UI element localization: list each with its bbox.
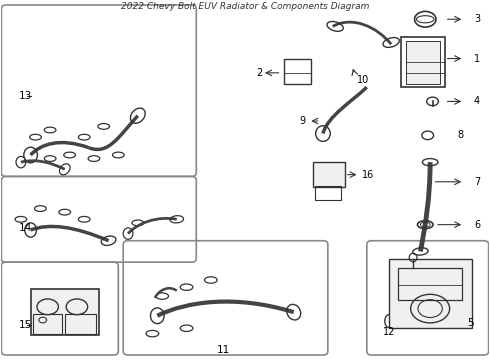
Text: 5: 5: [467, 318, 474, 328]
Text: 11: 11: [217, 345, 230, 355]
Text: 6: 6: [474, 220, 480, 230]
Bar: [30, 289, 99, 336]
Text: 2022 Chevy Bolt EUV Radiator & Components Diagram: 2022 Chevy Bolt EUV Radiator & Component…: [121, 2, 369, 11]
Text: 15: 15: [19, 320, 32, 330]
Text: 7: 7: [474, 177, 480, 187]
Bar: [389, 258, 471, 328]
Text: 8: 8: [457, 130, 463, 140]
Text: 4: 4: [474, 96, 480, 107]
Text: 1: 1: [474, 54, 480, 64]
Text: 16: 16: [362, 170, 374, 180]
Text: 2: 2: [256, 68, 262, 78]
Bar: [406, 41, 440, 84]
Bar: [313, 162, 345, 187]
Text: 10: 10: [357, 75, 369, 85]
Text: 14: 14: [19, 223, 32, 233]
Bar: [401, 37, 445, 87]
Text: 12: 12: [383, 327, 395, 337]
Text: 13: 13: [19, 91, 32, 101]
Bar: [33, 314, 62, 334]
Bar: [65, 314, 97, 334]
Bar: [284, 59, 311, 84]
Text: 3: 3: [474, 14, 480, 24]
Bar: [315, 186, 342, 200]
Bar: [398, 267, 462, 300]
Text: 9: 9: [300, 116, 306, 126]
